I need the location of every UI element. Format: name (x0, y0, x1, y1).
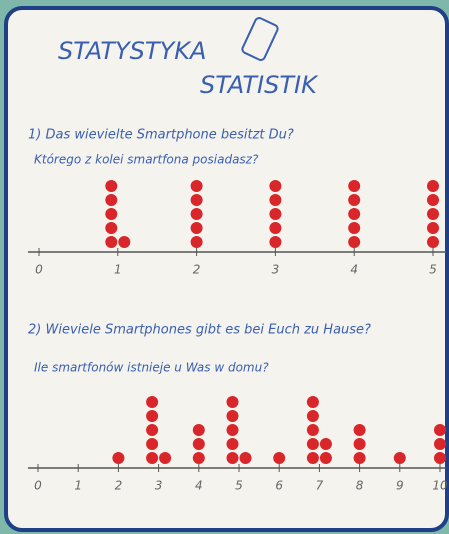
poster: STATYSTYKA STATISTIK 1) Das wievielte Sm… (0, 0, 449, 534)
dot (191, 222, 203, 234)
dot-stack (191, 180, 203, 248)
dot (348, 194, 360, 206)
dot (427, 208, 439, 220)
dot (354, 452, 366, 464)
x-tick-label: 8 (356, 479, 364, 493)
x-tick-label: 0 (34, 479, 42, 493)
chart-subtitle: Ile smartfonów istnieje u Was w domu? (34, 361, 269, 375)
x-tick-label: 2 (115, 479, 123, 493)
dot (307, 438, 319, 450)
dot-stack (434, 424, 446, 464)
dot (159, 452, 171, 464)
x-tick-label: 4 (195, 479, 203, 493)
x-tick-label: 1 (74, 479, 82, 493)
dot (193, 424, 205, 436)
dot (434, 438, 446, 450)
dot (269, 236, 281, 248)
dot (146, 438, 158, 450)
dot (146, 424, 158, 436)
x-tick-label: 3 (272, 263, 280, 277)
x-tick-label: 7 (316, 479, 324, 493)
dot (354, 438, 366, 450)
dot (118, 236, 130, 248)
dot (227, 410, 239, 422)
x-tick-label: 1 (114, 263, 122, 277)
dot (307, 396, 319, 408)
x-tick-label: 5 (429, 263, 437, 277)
dot (227, 424, 239, 436)
x-tick-label: 5 (235, 479, 243, 493)
dot (227, 452, 239, 464)
page: STATYSTYKA STATISTIK 1) Das wievielte Sm… (0, 0, 449, 534)
dot (191, 180, 203, 192)
x-tick-label: 3 (155, 479, 163, 493)
dot (434, 452, 446, 464)
dot (348, 180, 360, 192)
dot (427, 222, 439, 234)
dot (434, 424, 446, 436)
dot (269, 222, 281, 234)
dot (191, 194, 203, 206)
dot-stack (193, 424, 205, 464)
heading: STATYSTYKA (58, 37, 206, 65)
dot (348, 222, 360, 234)
dot (394, 452, 406, 464)
dot (320, 452, 332, 464)
dot (307, 424, 319, 436)
dot-stack (354, 424, 366, 464)
dot (354, 424, 366, 436)
dot (112, 452, 124, 464)
x-tick-label: 10 (432, 479, 448, 493)
dot (427, 194, 439, 206)
dot (146, 410, 158, 422)
dot (240, 452, 252, 464)
dot (348, 208, 360, 220)
dot (105, 236, 117, 248)
dot (191, 208, 203, 220)
dot (227, 438, 239, 450)
x-tick-label: 4 (350, 263, 358, 277)
dot (191, 236, 203, 248)
dot (348, 236, 360, 248)
dot (269, 194, 281, 206)
dot (307, 410, 319, 422)
dot (105, 180, 117, 192)
x-tick-label: 9 (396, 479, 404, 493)
dot (227, 396, 239, 408)
dot (105, 194, 117, 206)
dot-stack (273, 452, 285, 464)
chart-title: 1) Das wievielte Smartphone besitzt Du? (28, 128, 294, 143)
dot (193, 452, 205, 464)
dot (146, 452, 158, 464)
dot-stack (112, 452, 124, 464)
dot (427, 236, 439, 248)
dot (273, 452, 285, 464)
heading: STATISTIK (200, 71, 319, 99)
dot (307, 452, 319, 464)
x-tick-label: 6 (275, 479, 283, 493)
dot (269, 180, 281, 192)
dot-stack (269, 180, 281, 248)
dot (105, 208, 117, 220)
dot (269, 208, 281, 220)
chart-title: 2) Wieviele Smartphones gibt es bei Euch… (28, 323, 371, 338)
dot-stack (394, 452, 406, 464)
dot (146, 396, 158, 408)
dot-stack (427, 180, 439, 248)
dot (320, 438, 332, 450)
dot (193, 438, 205, 450)
dot (105, 222, 117, 234)
x-tick-label: 0 (35, 263, 43, 277)
dot (427, 180, 439, 192)
x-tick-label: 2 (193, 263, 201, 277)
chart-subtitle: Którego z kolei smartfona posiadasz? (34, 153, 259, 167)
dot-stack (348, 180, 360, 248)
